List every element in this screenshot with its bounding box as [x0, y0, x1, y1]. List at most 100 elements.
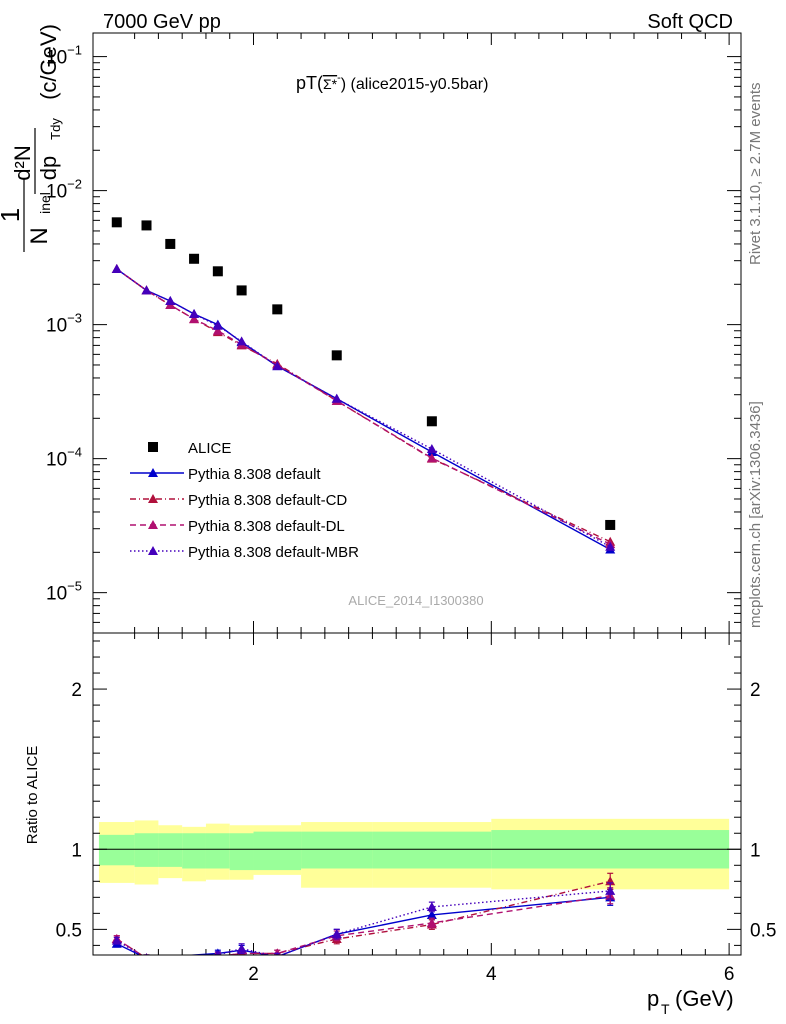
ratio-stat-uncertainty-band [158, 833, 183, 867]
ratio-panel: 2 4 6 0.5 0.5 1 1 2 2 Ratio to ALICE p T (GeV) [24, 632, 776, 1017]
analysis-watermark: ALICE_2014_I1300380 [348, 593, 483, 608]
y-label-inel: inel [37, 192, 53, 214]
x-label-subscript: T [661, 1001, 670, 1017]
ratio-stat-uncertainty-band [134, 833, 159, 867]
ratio-series [111, 872, 616, 955]
y-label-subscript: Tdy [48, 118, 63, 140]
ratio-y-axis-label: Ratio to ALICE [24, 746, 41, 844]
legend-marker [148, 520, 158, 529]
ratio-uncertainty-bands [93, 818, 741, 890]
plot-title: pT(Σ*-) (alice2015-y0.5bar) [296, 72, 488, 93]
ratio-marker-3 [331, 929, 342, 939]
ratio-line-3 [116, 890, 611, 955]
series-line-3 [116, 268, 611, 545]
series-marker-4 [272, 361, 283, 371]
y-label-units: (c/GeV) [36, 24, 61, 100]
ratio-x-tick-label: 2 [248, 964, 259, 985]
data-point-alice [605, 519, 616, 530]
ratio-marker-3 [275, 951, 280, 955]
series-marker-4 [426, 444, 437, 454]
ratio-y-tick-label: 1 [71, 840, 82, 861]
legend-marker [148, 546, 158, 555]
data-point-alice [272, 304, 283, 315]
header-energy-label: 7000 GeV pp [103, 11, 221, 33]
ratio-marker-2 [426, 917, 437, 927]
ratio-marker-3 [426, 901, 437, 911]
y-label-n: N [26, 227, 53, 244]
legend-marker-alice [148, 442, 158, 452]
ratio-stat-uncertainty-band [229, 833, 254, 871]
data-point-alice [111, 217, 122, 228]
series-marker-3 [212, 325, 223, 335]
data-point-alice [189, 253, 200, 264]
ratio-marker-3 [111, 935, 122, 945]
plot-title-particle: Σ* [323, 76, 338, 92]
spectrum-y-tick-label: 10−4 [46, 445, 82, 471]
spectrum-y-tick-label: 10−3 [46, 311, 82, 337]
ratio-axis-ticks: 2 4 6 0.5 0.5 1 1 2 2 [56, 633, 776, 985]
ratio-y-tick-label-right: 0.5 [750, 920, 776, 941]
ratio-marker-0 [426, 909, 437, 919]
series-line-1 [116, 268, 611, 551]
mcplots-reference-label: mcplots.cern.ch [arXiv:1306.3436] [747, 401, 764, 628]
ratio-frame [92, 632, 742, 956]
y-label-denominator: dp [36, 156, 61, 180]
spectrum-y-tick-label: 10−2 [46, 177, 82, 203]
ratio-stat-uncertainty-band [182, 833, 206, 869]
series-marker-3 [426, 453, 437, 463]
legend-label: Pythia 8.308 default-DL [188, 518, 345, 535]
ratio-y-tick-label: 0.5 [56, 920, 82, 941]
series-marker-4 [605, 541, 616, 551]
series-marker-4 [111, 264, 122, 274]
ratio-stat-uncertainty-band [372, 831, 492, 869]
ratio-line-1 [116, 880, 611, 955]
x-axis-label: p T (GeV) [647, 986, 734, 1017]
plot-title-charge: - [337, 72, 341, 84]
ratio-stat-uncertainty-band [253, 831, 302, 871]
spectrum-y-axis-label: 1 N inel d²N dp Tdy (c/GeV) [0, 24, 63, 252]
series-marker-4 [141, 285, 152, 295]
series-marker-4 [331, 393, 342, 403]
ratio-x-tick-label: 4 [486, 964, 497, 985]
spectrum-frame [92, 32, 742, 634]
spectrum-series [111, 217, 616, 554]
data-point-alice [141, 220, 152, 231]
data-point-alice [165, 238, 176, 249]
ratio-y-tick-label-right: 1 [750, 840, 761, 861]
series-marker-3 [189, 314, 200, 324]
series-marker-4 [189, 309, 200, 319]
legend-label: Pythia 8.308 default-MBR [188, 544, 359, 561]
ratio-y-tick-label: 2 [71, 680, 82, 701]
series-marker-4 [212, 320, 223, 330]
legend-label: Pythia 8.308 default-CD [188, 492, 347, 509]
y-label-numerator: d²N [10, 145, 35, 180]
ratio-stat-uncertainty-band [301, 831, 373, 869]
header-category-label: Soft QCD [647, 11, 733, 33]
y-label-one: 1 [0, 208, 25, 222]
spectrum-y-tick-label: 10−5 [46, 579, 82, 605]
legend-marker [148, 494, 158, 503]
legend-marker [148, 468, 158, 477]
series-marker-4 [165, 296, 176, 306]
legend-label: ALICE [188, 440, 231, 457]
ratio-marker-3 [605, 885, 616, 895]
x-label-p: p [647, 986, 659, 1011]
spectrum-axis-ticks: 10−5 10−4 10−3 10−2 10−1 [46, 33, 741, 633]
legend: ALICE Pythia 8.308 default Pythia 8.308 de… [130, 440, 359, 561]
ratio-marker-3 [236, 943, 247, 953]
data-point-alice [212, 266, 223, 277]
spectrum-panel: 10−5 10−4 10−3 10−2 10−1 pT(Σ*-) (alice2015-… [0, 24, 742, 634]
rivet-version-label: Rivet 3.1.10, ≥ 2.7M events [747, 83, 764, 266]
ratio-stat-uncertainty-band [205, 833, 230, 869]
legend-label: Pythia 8.308 default [188, 466, 321, 483]
plot-title-main: pT( [296, 73, 323, 93]
ratio-y-tick-label-right: 2 [750, 680, 761, 701]
data-point-alice [426, 416, 437, 427]
ratio-marker-3 [215, 950, 221, 955]
plot-title-tail: ) (alice2015-y0.5bar) [341, 76, 489, 93]
data-point-alice [236, 285, 247, 296]
x-label-units: (GeV) [675, 986, 734, 1011]
spectrum-y-tick-label: 10−1 [46, 43, 82, 69]
data-point-alice [331, 350, 342, 361]
